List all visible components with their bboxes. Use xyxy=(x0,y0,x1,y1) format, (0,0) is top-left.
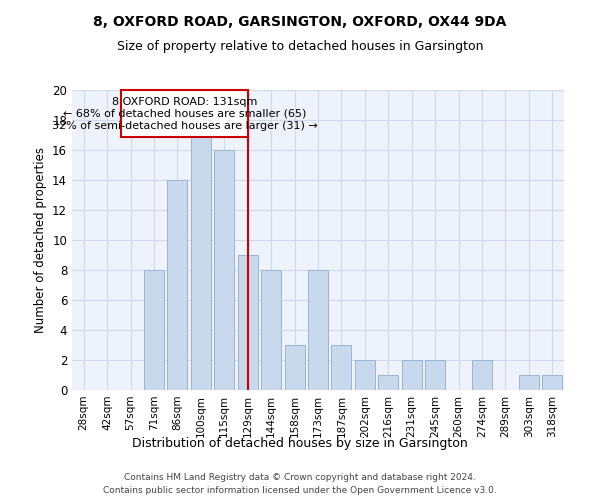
Y-axis label: Number of detached properties: Number of detached properties xyxy=(34,147,47,333)
Bar xyxy=(472,360,492,390)
Bar xyxy=(519,375,539,390)
Bar xyxy=(379,375,398,390)
Text: ← 68% of detached houses are smaller (65): ← 68% of detached houses are smaller (65… xyxy=(63,109,306,118)
Text: Contains HM Land Registry data © Crown copyright and database right 2024.: Contains HM Land Registry data © Crown c… xyxy=(124,472,476,482)
Bar xyxy=(238,255,257,390)
Bar xyxy=(144,270,164,390)
Text: 8 OXFORD ROAD: 131sqm: 8 OXFORD ROAD: 131sqm xyxy=(112,97,257,107)
Text: Contains public sector information licensed under the Open Government Licence v3: Contains public sector information licen… xyxy=(103,486,497,495)
Bar xyxy=(331,345,352,390)
Bar xyxy=(261,270,281,390)
Bar xyxy=(402,360,422,390)
Bar xyxy=(191,135,211,390)
Bar xyxy=(167,180,187,390)
Bar xyxy=(121,90,248,137)
Bar xyxy=(425,360,445,390)
Text: Size of property relative to detached houses in Garsington: Size of property relative to detached ho… xyxy=(117,40,483,53)
Bar xyxy=(308,270,328,390)
Bar xyxy=(542,375,562,390)
Bar xyxy=(214,150,234,390)
Bar xyxy=(355,360,375,390)
Text: 32% of semi-detached houses are larger (31) →: 32% of semi-detached houses are larger (… xyxy=(52,120,317,130)
Text: Distribution of detached houses by size in Garsington: Distribution of detached houses by size … xyxy=(132,438,468,450)
Bar xyxy=(284,345,305,390)
Text: 8, OXFORD ROAD, GARSINGTON, OXFORD, OX44 9DA: 8, OXFORD ROAD, GARSINGTON, OXFORD, OX44… xyxy=(94,15,506,29)
